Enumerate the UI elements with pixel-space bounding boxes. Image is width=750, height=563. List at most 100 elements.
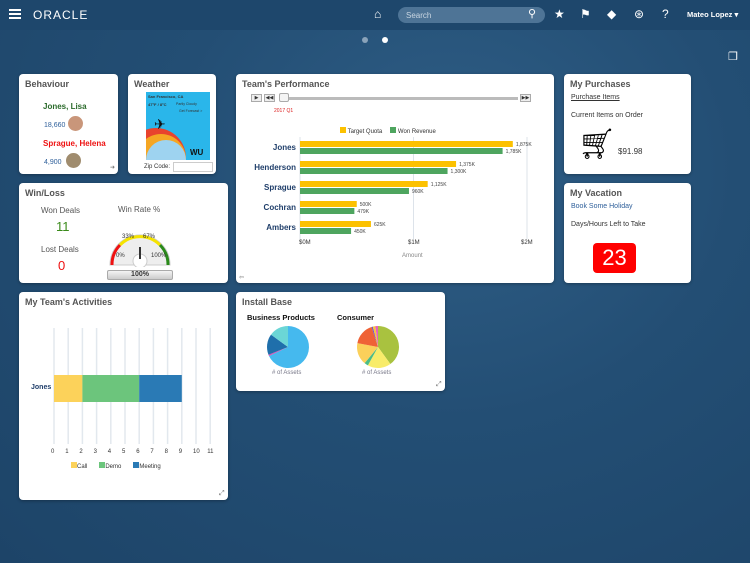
x-tick: 6 (136, 449, 140, 455)
x-tick: 5 (122, 449, 126, 455)
x-tick: 4 (107, 449, 112, 455)
play-button[interactable]: ▶ (251, 94, 262, 102)
bar (300, 148, 503, 154)
performance-card[interactable]: Team's Performance ▶ ◀◀ ▶▶ 2017 Q1 Targe… (236, 74, 554, 283)
data-label: 1,785K (506, 149, 523, 155)
arrow-icon[interactable]: ➜ (110, 165, 116, 171)
period-label: 2017 Q1 (274, 108, 294, 114)
data-label: 1,300K (451, 169, 468, 175)
x-tick: 0 (51, 449, 55, 455)
help-icon[interactable]: ? (662, 7, 669, 21)
person-value: 4,900 (44, 159, 62, 166)
behaviour-card[interactable]: Behaviour Jones, Lisa 18,660 Sprague, He… (19, 74, 118, 174)
card-title: Behaviour (25, 79, 70, 89)
menu-icon[interactable] (9, 9, 21, 19)
expand-icon[interactable]: ⤢ (219, 490, 225, 497)
search-icon[interactable]: ⚲ (528, 8, 537, 20)
x-tick: 7 (150, 449, 154, 455)
legend-item: Demo (99, 462, 121, 470)
pie-slice (371, 326, 378, 347)
category-label: Sprague (264, 183, 297, 192)
won-value: 11 (56, 219, 70, 234)
temperature: 47°F / 8°C (148, 102, 167, 107)
zip-label: Zip Code: (144, 164, 171, 170)
legend-item: Call (71, 462, 87, 470)
chart-legend: Target Quota Won Revenue (340, 127, 436, 135)
data-label: 500K (360, 202, 372, 208)
pie-slice (378, 326, 399, 364)
x-tick: 11 (207, 449, 214, 455)
purchases-card[interactable]: My Purchases Purchase Items Current Item… (564, 74, 691, 174)
install-base-pies (267, 326, 399, 368)
user-menu[interactable]: Mateo Lopez ▾ (687, 10, 739, 19)
bar (300, 168, 448, 174)
pie-slice (357, 327, 378, 347)
cards-layout-icon[interactable]: ❐ (728, 51, 738, 63)
star-icon[interactable]: ★ (554, 7, 565, 21)
chart-legend: Call Demo Meeting (71, 462, 161, 470)
card-title: My Purchases (570, 79, 631, 89)
timeline-slider[interactable] (280, 97, 518, 100)
legend-label: Won Revenue (397, 129, 436, 135)
data-label: 1,125K (431, 182, 448, 188)
page-dot-2[interactable] (382, 37, 388, 43)
winloss-card[interactable]: Win/Loss Won Deals 11 Lost Deals 0 Win R… (19, 183, 228, 283)
slider-handle[interactable] (279, 93, 289, 102)
x-tick: 10 (193, 449, 200, 455)
x-tick: 3 (93, 449, 97, 455)
data-label: 1,875K (516, 142, 533, 148)
install-base-card[interactable]: Install Base Business Products Consumer … (236, 292, 445, 391)
accessibility-icon[interactable]: ⊛ (634, 7, 645, 21)
pie-slice (271, 326, 288, 347)
bar (300, 228, 352, 234)
cart-icon: 🛒︎ (578, 128, 617, 161)
vacation-card[interactable]: My Vacation Book Some Holiday Days/Hours… (564, 183, 691, 283)
pie-slice (367, 347, 391, 368)
purchase-items-link[interactable]: Purchase Items (571, 94, 620, 101)
gauge-tick: 33% (122, 234, 135, 240)
card-title: Install Base (242, 297, 293, 307)
bell-icon[interactable]: ◆ (607, 7, 617, 21)
person-name: Jones, Lisa (43, 102, 87, 111)
legend-item: Target Quota (340, 127, 382, 135)
search-input[interactable] (398, 7, 545, 23)
page-dot-1[interactable] (362, 37, 368, 43)
legend-item: Won Revenue (390, 127, 436, 135)
bar (300, 188, 409, 194)
pie-slice (372, 326, 378, 347)
flag-icon[interactable]: ⚑ (580, 7, 591, 21)
fast-forward-button[interactable]: ▶▶ (520, 94, 531, 102)
card-title: Weather (134, 79, 170, 89)
x-axis-label: Amount (402, 253, 423, 259)
home-icon[interactable]: ⌂ (374, 7, 382, 21)
category-label: Henderson (254, 163, 296, 172)
pie-footer: # of Assets (272, 370, 302, 376)
zip-input[interactable] (173, 162, 213, 172)
rewind-button[interactable]: ◀◀ (264, 94, 275, 102)
gauge-tick: 0% (116, 253, 125, 259)
top-bar: ORACLE ⌂ ⚲ ★ ⚑ ◆ ⊛ ? Mateo Lopez ▾ (0, 0, 750, 30)
weather-card[interactable]: Weather San Francisco, CA 47°F / 8°C Par… (128, 74, 216, 174)
category-label: Jones (273, 143, 297, 152)
pie-footer: # of Assets (362, 370, 392, 376)
activities-chart (53, 328, 211, 444)
pie-slice (364, 347, 378, 366)
back-arrow-icon[interactable]: ⇦ (239, 275, 245, 281)
pie-slice (267, 334, 288, 355)
bar-segment (54, 375, 83, 402)
x-tick: 2 (79, 449, 83, 455)
x-tick: $1M (408, 240, 420, 246)
person-value: 18,660 (44, 122, 66, 129)
card-title: My Team's Activities (25, 297, 113, 307)
activities-card[interactable]: My Team's Activities Jones 0 1 2 3 4 5 6 7 8 9 10 1… (19, 292, 228, 500)
category-label: Ambers (266, 223, 296, 232)
book-holiday-link[interactable]: Book Some Holiday (571, 203, 633, 210)
x-tick: 1 (65, 449, 69, 455)
city: San Francisco, CA (148, 94, 184, 99)
forecast-link[interactable]: Get Forecast > (179, 109, 203, 113)
gauge-tick: 100% (151, 253, 167, 259)
weather-widget[interactable]: San Francisco, CA 47°F / 8°C Partly Clou… (146, 92, 210, 160)
expand-icon[interactable]: ⤢ (436, 381, 442, 388)
pie-slice (268, 347, 288, 356)
